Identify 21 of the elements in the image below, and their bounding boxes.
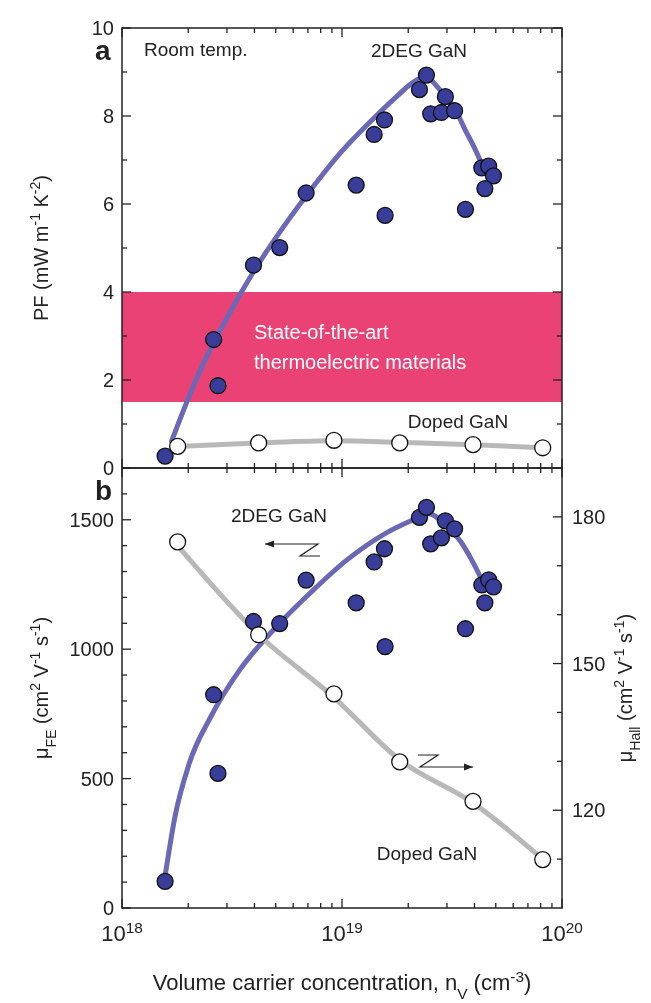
x-tick-label: 10$^{18}$ — [101, 918, 143, 946]
y2-tick-label: 180 — [572, 505, 606, 528]
y-tick-label: 8 — [102, 105, 114, 127]
y-tick-label: 1500 — [69, 508, 114, 531]
x-tick-label: 10$^{19}$ — [321, 918, 363, 946]
y-tick-label: 6 — [102, 193, 114, 215]
annotation: Doped GaN — [407, 411, 509, 432]
annotation: 2DEG GaN — [230, 505, 328, 526]
y-tick-label: 2 — [102, 369, 114, 391]
y-tick-label: 1000 — [69, 638, 114, 661]
annotation: Room temp. — [144, 39, 248, 60]
y2-tick-label: 120 — [572, 799, 606, 822]
x-tick-label: 10$^{20}$ — [541, 918, 583, 946]
y-tick-label: 4 — [102, 281, 114, 303]
band-label: State-of-the-art thermoelectric materials — [254, 321, 467, 373]
annotation: 2DEG GaN — [370, 40, 468, 61]
y-tick-label: 0 — [102, 897, 114, 919]
y-tick-label: 500 — [80, 767, 114, 790]
x-axis-title: Volume carrier concentration, n$_{V}$ (cm$^{-3}$) — [152, 967, 532, 1002]
y2-tick-label: 150 — [572, 652, 606, 675]
annotation: Doped GaN — [376, 843, 478, 864]
